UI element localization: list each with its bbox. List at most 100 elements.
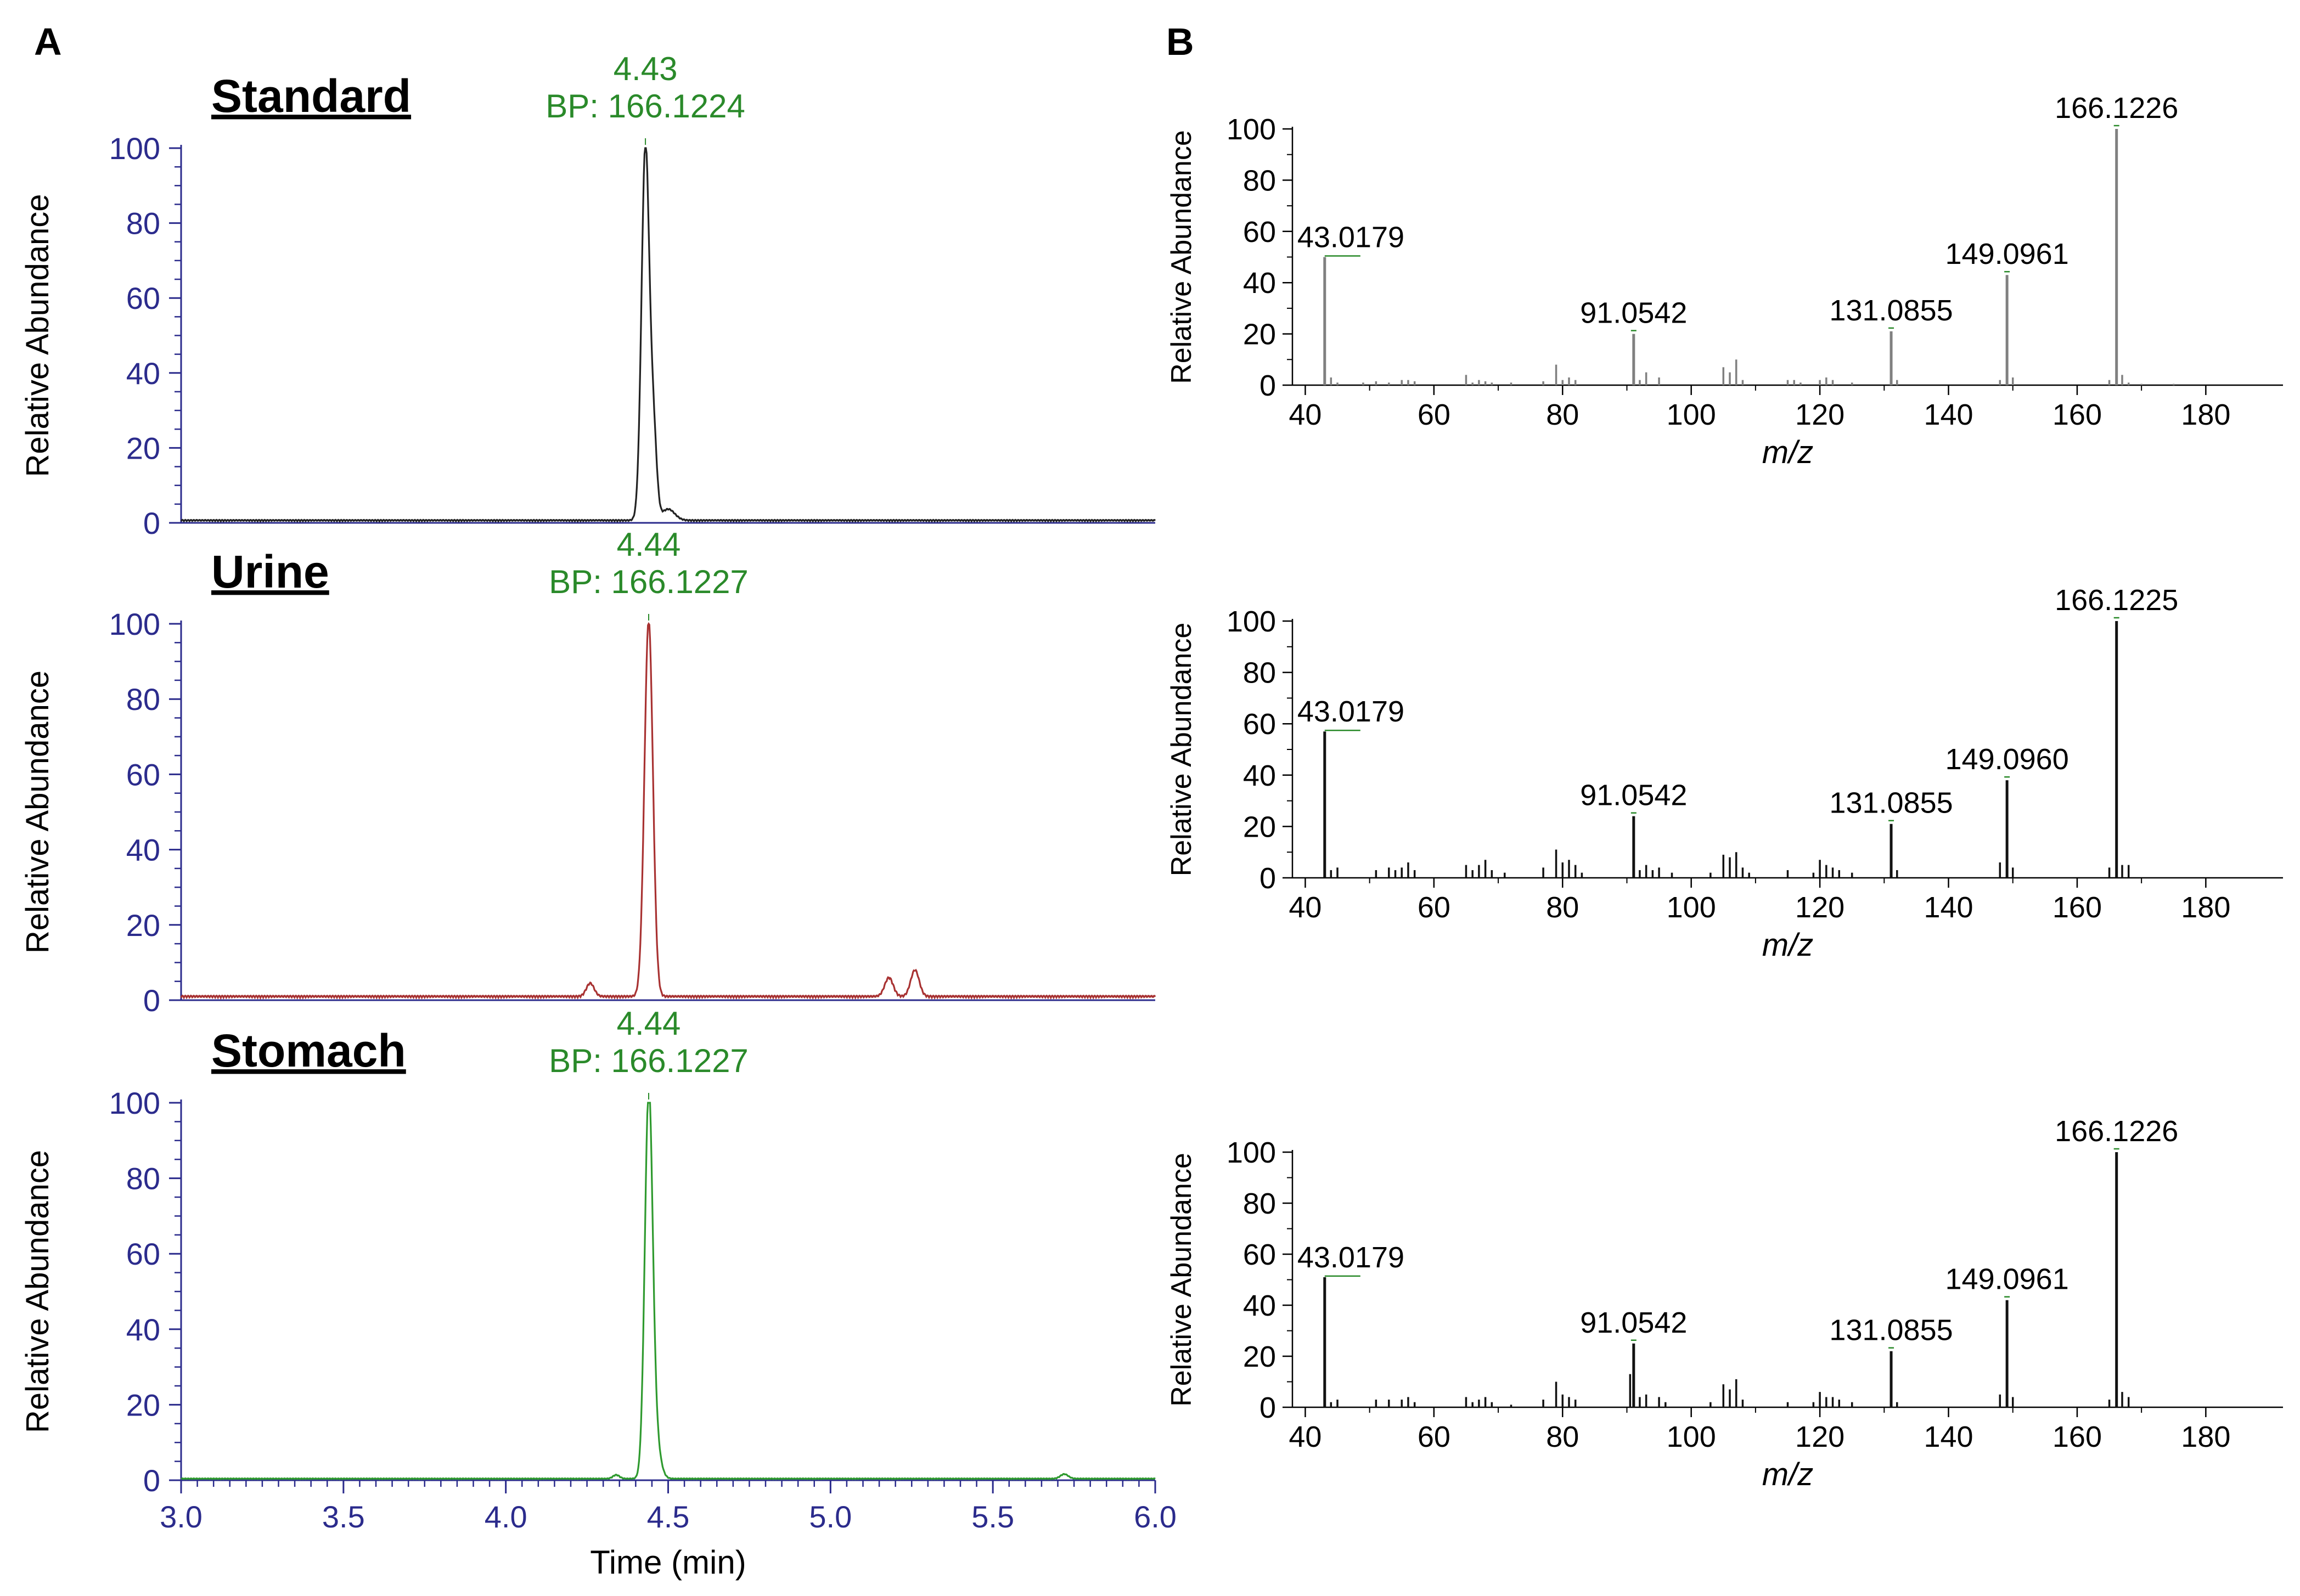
y-tick-label: 40	[1243, 1289, 1276, 1322]
peak-bp-label: BP: 166.1224	[546, 88, 745, 125]
peak-mz-label: 149.0961	[1945, 1263, 2069, 1296]
peak-mz-label: 166.1225	[2055, 584, 2178, 617]
x-tick-label: 3.5	[322, 1499, 365, 1534]
x-tick-label: 140	[1924, 398, 1973, 431]
peak-mz-label: 43.0179	[1297, 1241, 1404, 1274]
y-tick-label: 80	[126, 682, 160, 717]
y-tick-label: 60	[126, 757, 160, 792]
peak-mz-label: 166.1226	[2055, 92, 2178, 125]
x-tick-label: 160	[2052, 398, 2102, 431]
sample-title-urine: Urine	[211, 546, 329, 597]
peak-bp-label: BP: 166.1227	[549, 1042, 749, 1079]
chromatogram-urine: 0 20 40 60 80 100 Relative Abundance Urine 4.44B…	[20, 526, 1156, 1018]
x-tick-label: 180	[2181, 398, 2230, 431]
x-tick-label: 100	[1667, 1420, 1716, 1453]
x-tick-label: 100	[1667, 891, 1716, 924]
y-tick-label: 20	[126, 908, 160, 943]
y-tick-label: 20	[1243, 810, 1276, 843]
x-tick-label: 120	[1795, 1420, 1845, 1453]
y-tick-label: 80	[1243, 1187, 1276, 1220]
y-tick-label: 40	[126, 1312, 160, 1347]
panel-a-label: A	[34, 20, 62, 63]
peak-mz-label: 166.1226	[2055, 1115, 2178, 1148]
y-tick-label: 100	[1227, 113, 1276, 146]
x-tick-label: 4.5	[647, 1499, 690, 1534]
x-tick-label: 40	[1289, 1420, 1321, 1453]
y-tick-label: 0	[143, 1463, 160, 1498]
peak-rt-label: 4.43	[614, 50, 678, 87]
x-tick-label: 5.0	[809, 1499, 852, 1534]
y-tick-label: 40	[1243, 267, 1276, 300]
y-tick-label: 20	[126, 1388, 160, 1422]
y-tick-label: 100	[109, 131, 160, 166]
x-axis-title: m/z	[1762, 1457, 1813, 1492]
peak-rt-label: 4.44	[617, 1005, 681, 1042]
x-tick-label: 180	[2181, 891, 2230, 924]
x-tick-label: 120	[1795, 891, 1845, 924]
x-tick-label: 6.0	[1134, 1499, 1177, 1534]
x-tick-label: 100	[1667, 398, 1716, 431]
peak-mz-label: 91.0542	[1580, 297, 1687, 330]
panel-b-label: B	[1166, 20, 1194, 63]
x-tick-label: 60	[1418, 1420, 1450, 1453]
x-tick-label: 5.5	[971, 1499, 1014, 1534]
x-tick-label: 40	[1289, 891, 1321, 924]
spectrum-urine: 0 20 40 60 80 100 40 60 80 100 120 140 160 180 Relativ…	[1166, 584, 2283, 963]
peak-mz-label: 43.0179	[1297, 695, 1404, 728]
peak-mz-label: 149.0960	[1945, 743, 2069, 776]
y-tick-label: 60	[126, 281, 160, 315]
y-tick-label: 0	[1259, 1391, 1276, 1424]
x-tick-label: 40	[1289, 398, 1321, 431]
y-axis-title: Relative Abundance	[20, 194, 55, 477]
chromatogram-trace	[180, 1102, 1156, 1481]
x-tick-label: 60	[1418, 891, 1450, 924]
x-tick-label: 80	[1546, 1420, 1579, 1453]
x-tick-label: 4.0	[485, 1499, 527, 1534]
y-tick-label: 0	[1259, 862, 1276, 895]
y-tick-label: 80	[126, 1161, 160, 1196]
chromatogram-standard: 0 20 40 60 80 100 Relative Abundance Standard 4.…	[20, 50, 1156, 540]
peak-bp-label: BP: 166.1227	[549, 563, 749, 600]
x-tick-label: 60	[1418, 398, 1450, 431]
chromatogram-stomach: 0 20 40 60 80 100 3.0 3.5 4.0 4.5 5.0 5.5 6.0 Relativ…	[20, 1005, 1177, 1581]
peak-mz-label: 131.0855	[1829, 787, 1953, 820]
peak-mz-label: 43.0179	[1297, 221, 1404, 254]
y-tick-label: 20	[126, 431, 160, 465]
y-tick-label: 40	[1243, 759, 1276, 792]
y-tick-label: 0	[143, 506, 160, 540]
x-axis-title: Time (min)	[590, 1544, 746, 1581]
peak-mz-label: 131.0855	[1829, 1314, 1953, 1347]
y-tick-label: 40	[126, 356, 160, 391]
spectrum-standard: 0 20 40 60 80 100 40 60 80 100 120 140 160 180 Relativ…	[1166, 92, 2283, 470]
y-tick-label: 20	[1243, 1340, 1276, 1373]
y-tick-label: 40	[126, 833, 160, 867]
y-tick-label: 0	[1259, 369, 1276, 402]
peak-mz-label: 131.0855	[1829, 294, 1953, 327]
x-tick-label: 140	[1924, 891, 1973, 924]
y-tick-label: 80	[1243, 657, 1276, 690]
peak-rt-label: 4.44	[617, 526, 681, 563]
y-tick-label: 60	[1243, 1238, 1276, 1271]
x-tick-label: 80	[1546, 398, 1579, 431]
y-axis-title: Relative Abundance	[1166, 623, 1197, 877]
y-tick-label: 20	[1243, 318, 1276, 351]
peak-mz-label: 91.0542	[1580, 779, 1687, 812]
chromatogram-trace	[180, 147, 1156, 523]
peak-mz-label: 91.0542	[1580, 1306, 1687, 1339]
y-tick-label: 60	[1243, 216, 1276, 249]
x-tick-label: 160	[2052, 1420, 2102, 1453]
y-tick-label: 100	[1227, 1136, 1276, 1169]
y-tick-label: 100	[109, 1086, 160, 1120]
x-axis-title: m/z	[1762, 927, 1813, 963]
y-axis-title: Relative Abundance	[1166, 130, 1197, 384]
x-tick-label: 120	[1795, 398, 1845, 431]
y-tick-label: 60	[126, 1237, 160, 1271]
y-tick-label: 100	[109, 607, 160, 641]
y-axis-title: Relative Abundance	[20, 1150, 55, 1433]
sample-title-stomach: Stomach	[211, 1025, 406, 1076]
x-tick-label: 140	[1924, 1420, 1973, 1453]
x-axis-title: m/z	[1762, 435, 1813, 470]
y-axis-title: Relative Abundance	[1166, 1153, 1197, 1407]
peak-mz-label: 149.0961	[1945, 238, 2069, 270]
